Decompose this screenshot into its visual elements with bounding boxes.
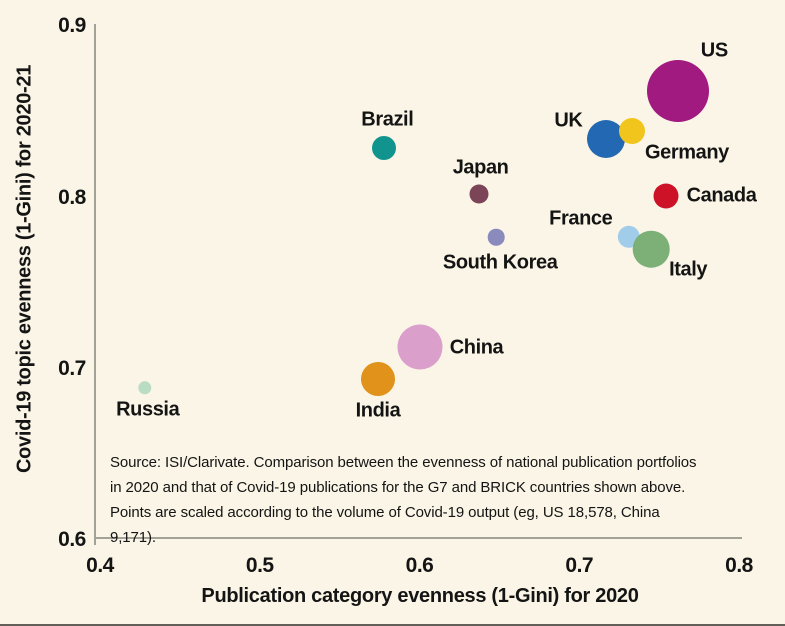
point-label-germany: Germany (644, 141, 729, 164)
bubble-brazil (372, 135, 397, 160)
x-tick-label: 0.5 (245, 554, 274, 577)
y-tick-label: 0.9 (58, 14, 86, 38)
bubble-italy (632, 230, 670, 268)
bubble-canada (653, 183, 678, 209)
point-label-china: China (449, 336, 504, 359)
x-axis-line (94, 537, 742, 539)
point-label-uk: UK (554, 109, 583, 132)
point-label-canada: Canada (686, 184, 757, 207)
y-tick-label: 0.6 (58, 528, 86, 551)
source-note: Source: ISI/Clarivate. Comparison betwee… (110, 454, 697, 546)
y-tick-label: 0.8 (58, 185, 86, 209)
x-tick-label: 0.6 (405, 554, 434, 577)
bottom-rule (0, 624, 785, 626)
point-label-brazil: Brazil (361, 108, 414, 131)
bubble-india (360, 362, 395, 397)
point-label-italy: Italy (669, 258, 708, 281)
bubble-south-korea (487, 228, 505, 246)
point-label-india: India (355, 399, 401, 422)
bubble-china (397, 324, 442, 370)
x-tick-label: 0.8 (725, 554, 753, 577)
x-tick-label: 0.4 (86, 554, 114, 577)
y-tick-label: 0.7 (58, 356, 86, 380)
point-label-russia: Russia (116, 398, 180, 421)
point-label-south-korea: South Korea (442, 251, 558, 274)
y-axis-title: Covid-19 topic evenness (1-Gini) for 202… (13, 64, 36, 474)
point-label-france: France (549, 207, 613, 230)
point-label-us: US (700, 39, 728, 62)
bubble-germany (618, 117, 645, 144)
point-label-japan: Japan (452, 156, 509, 179)
y-axis-line (94, 24, 96, 545)
bubble-russia (138, 380, 152, 395)
bubble-us (647, 60, 710, 123)
x-tick-label: 0.7 (565, 554, 594, 577)
x-axis-title: Publication category evenness (1-Gini) f… (201, 585, 639, 607)
bubble-japan (469, 184, 489, 204)
